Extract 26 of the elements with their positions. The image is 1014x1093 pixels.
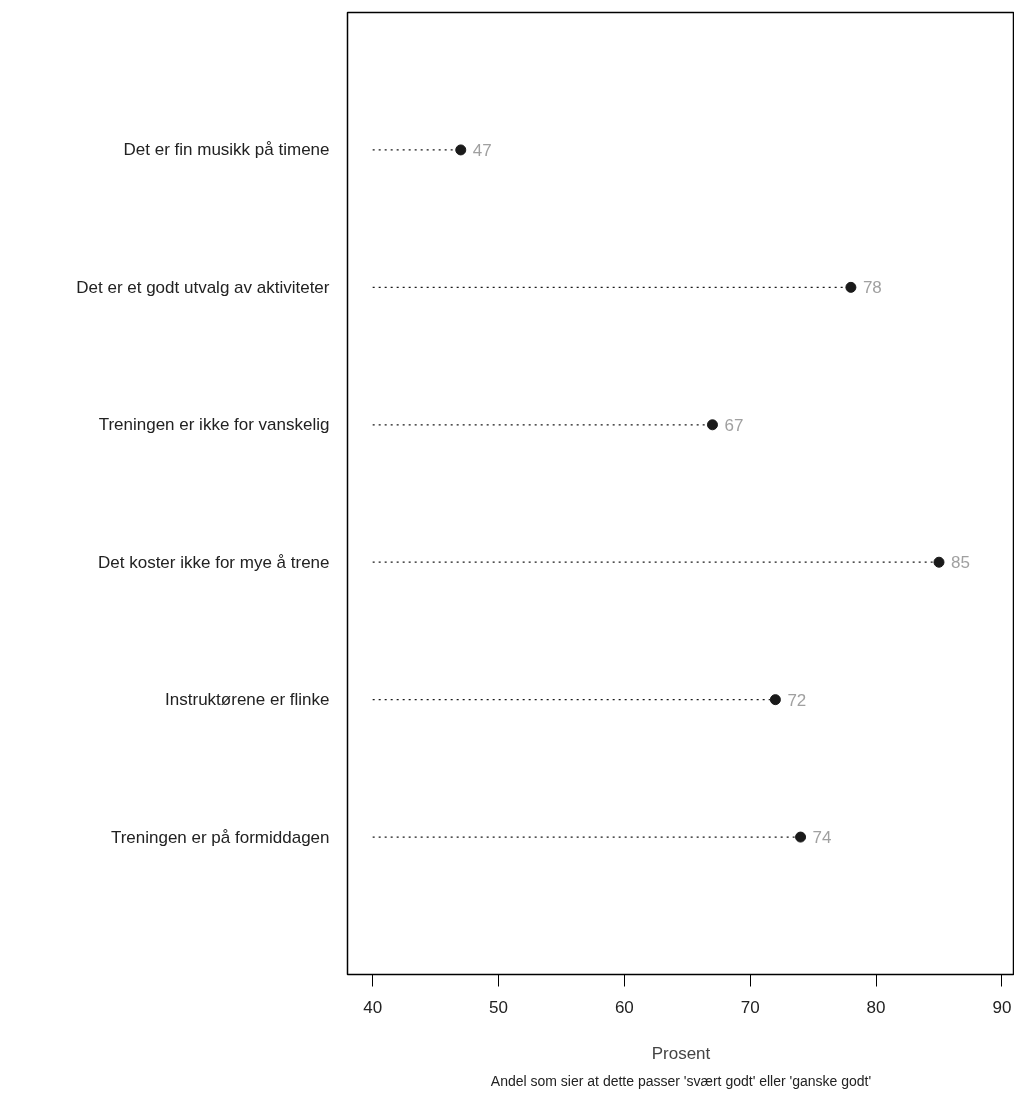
point: [795, 831, 807, 843]
data-label: 78: [862, 278, 882, 298]
data-label: 47: [472, 140, 492, 160]
point: [706, 419, 718, 431]
x-tick-label: 40: [363, 997, 383, 1017]
point: [455, 144, 467, 156]
text: Andel som sier at dette passer 'svært godt' eller 'ganske godt': [490, 1072, 872, 1089]
y-tick-label: Instruktørene er flinke: [165, 690, 330, 710]
point: [933, 556, 945, 568]
y-tick-label: Det er fin musikk på timene: [123, 140, 330, 160]
data-label: 67: [724, 415, 744, 435]
x-tick-label: 60: [614, 997, 634, 1017]
y-tick-label: Treningen er på formiddagen: [110, 827, 330, 847]
x-tick-label: 70: [740, 997, 760, 1017]
x-tick-label: 80: [866, 997, 886, 1017]
y-tick-label: Det koster ikke for mye å trene: [98, 552, 330, 572]
data-label: 72: [787, 690, 807, 710]
x-tick-label: 50: [489, 997, 508, 1017]
data-label: 85: [950, 553, 970, 573]
point: [769, 694, 781, 706]
y-tick-label: Treningen er ikke for vanskelig: [98, 415, 330, 435]
x-axis-title: Prosent: [651, 1043, 711, 1063]
x-tick-label: 90: [992, 997, 1012, 1017]
point: [845, 281, 857, 293]
data-label: 74: [812, 828, 832, 848]
y-tick-label: Det er et godt utvalg av aktiviteter: [76, 277, 330, 297]
